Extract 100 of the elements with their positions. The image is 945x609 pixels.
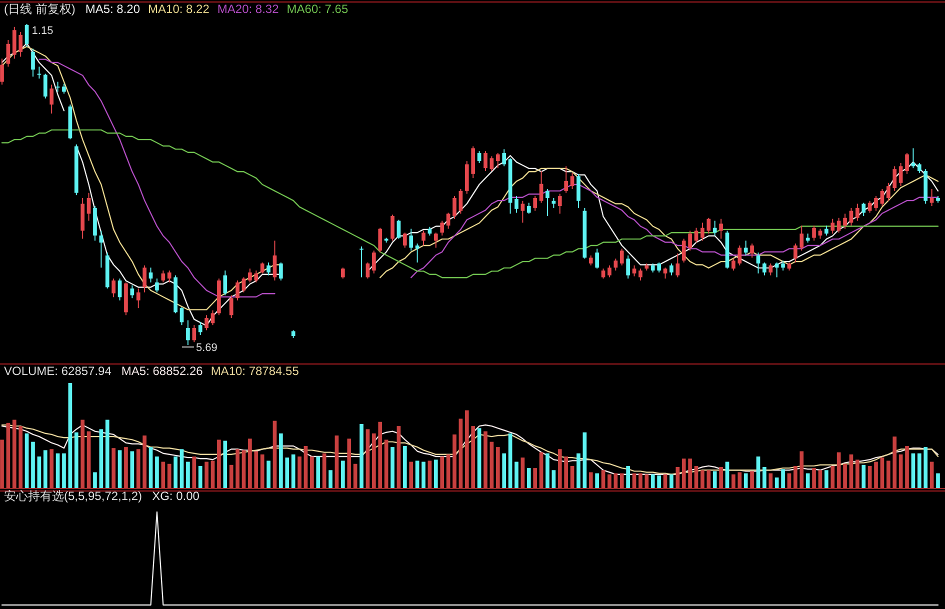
bar	[570, 466, 574, 488]
bar	[378, 422, 382, 488]
bar	[334, 436, 339, 488]
bar	[440, 456, 444, 488]
bar	[526, 468, 531, 488]
bar	[93, 472, 97, 488]
bar	[546, 453, 550, 488]
candlestick	[546, 188, 550, 216]
bar	[670, 474, 674, 488]
candlestick	[868, 200, 872, 214]
candlestick	[167, 270, 172, 283]
bar	[936, 473, 940, 488]
bar	[446, 454, 450, 488]
candlestick	[558, 193, 562, 214]
candlestick	[552, 197, 556, 208]
text: MA20: 8.32	[217, 2, 280, 16]
candlestick	[688, 230, 692, 252]
bar	[452, 434, 456, 488]
bar	[564, 456, 568, 488]
candlestick	[533, 196, 538, 212]
bar	[706, 470, 711, 488]
bar	[161, 462, 166, 488]
candlestick	[750, 243, 754, 258]
candlestick	[366, 262, 370, 280]
candlestick	[638, 268, 642, 281]
bar	[490, 442, 494, 488]
candlestick	[142, 264, 146, 293]
bar	[471, 426, 476, 488]
bar	[905, 446, 909, 488]
bar	[774, 478, 779, 488]
candlestick	[614, 258, 618, 272]
candlestick	[37, 66, 42, 80]
bar	[464, 410, 469, 488]
bar	[68, 383, 72, 488]
chart-title: VOLUME: 62857.94	[4, 364, 112, 378]
candlestick	[657, 262, 661, 273]
bar	[260, 454, 264, 488]
candlestick	[670, 262, 674, 276]
bar	[341, 460, 345, 488]
bar	[700, 470, 704, 488]
bar	[818, 470, 822, 488]
candlestick	[700, 222, 704, 242]
candlestick	[86, 192, 91, 222]
annotation: 5.69	[196, 342, 218, 354]
candlestick	[477, 150, 482, 164]
bar	[663, 474, 668, 488]
bar	[744, 473, 748, 488]
bar	[862, 464, 866, 488]
text: MA10: 78784.55	[210, 364, 300, 378]
candlestick	[446, 212, 450, 230]
candlestick	[180, 306, 184, 326]
candlestick	[422, 230, 426, 246]
candlestick	[99, 230, 104, 268]
bar	[409, 462, 414, 488]
candlestick	[458, 188, 463, 214]
bar	[148, 447, 153, 488]
bar	[924, 447, 928, 488]
candlestick	[434, 232, 438, 248]
bar	[768, 473, 773, 488]
candlestick	[372, 250, 376, 274]
candlestick	[774, 262, 779, 278]
bar	[898, 454, 903, 488]
bar	[608, 474, 612, 488]
bar	[384, 440, 388, 488]
candlestick	[155, 278, 159, 293]
candlestick	[905, 152, 909, 174]
bar	[118, 450, 122, 488]
candlestick	[192, 324, 196, 343]
bar	[130, 451, 134, 488]
bar	[434, 460, 438, 488]
bar	[657, 475, 661, 488]
bar	[917, 453, 922, 488]
bar	[458, 418, 463, 488]
bar	[366, 429, 370, 488]
bar	[229, 464, 234, 488]
bar	[626, 466, 630, 488]
bar	[514, 462, 518, 488]
bar	[682, 458, 686, 488]
bar	[849, 454, 854, 488]
bar	[142, 436, 146, 488]
bar	[520, 458, 525, 488]
bar	[204, 462, 208, 488]
candlestick	[595, 248, 599, 270]
candlestick	[676, 253, 680, 278]
bar	[576, 453, 580, 488]
candlestick	[242, 276, 246, 293]
bar	[539, 452, 544, 488]
candlestick	[223, 270, 228, 296]
candlestick	[24, 24, 29, 48]
candlestick	[694, 227, 698, 244]
bar	[180, 449, 184, 488]
candlestick	[484, 150, 488, 172]
candlestick	[502, 148, 506, 167]
bar	[824, 470, 828, 488]
bar	[868, 466, 872, 488]
candlestick	[880, 188, 884, 207]
bar	[595, 473, 599, 488]
candlestick	[738, 244, 742, 266]
candlestick	[620, 248, 624, 266]
bar	[830, 466, 835, 488]
